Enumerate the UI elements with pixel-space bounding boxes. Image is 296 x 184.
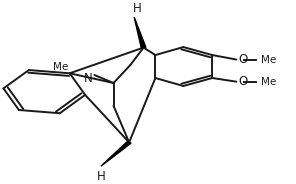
Text: Me: Me	[261, 77, 276, 87]
Text: Me: Me	[261, 54, 276, 65]
Text: O: O	[238, 75, 247, 88]
Polygon shape	[101, 142, 131, 166]
Text: N: N	[84, 72, 93, 85]
Text: Me: Me	[53, 62, 68, 72]
Text: H: H	[96, 169, 105, 183]
Polygon shape	[134, 17, 146, 48]
Text: H: H	[133, 2, 142, 15]
Text: O: O	[238, 53, 247, 66]
